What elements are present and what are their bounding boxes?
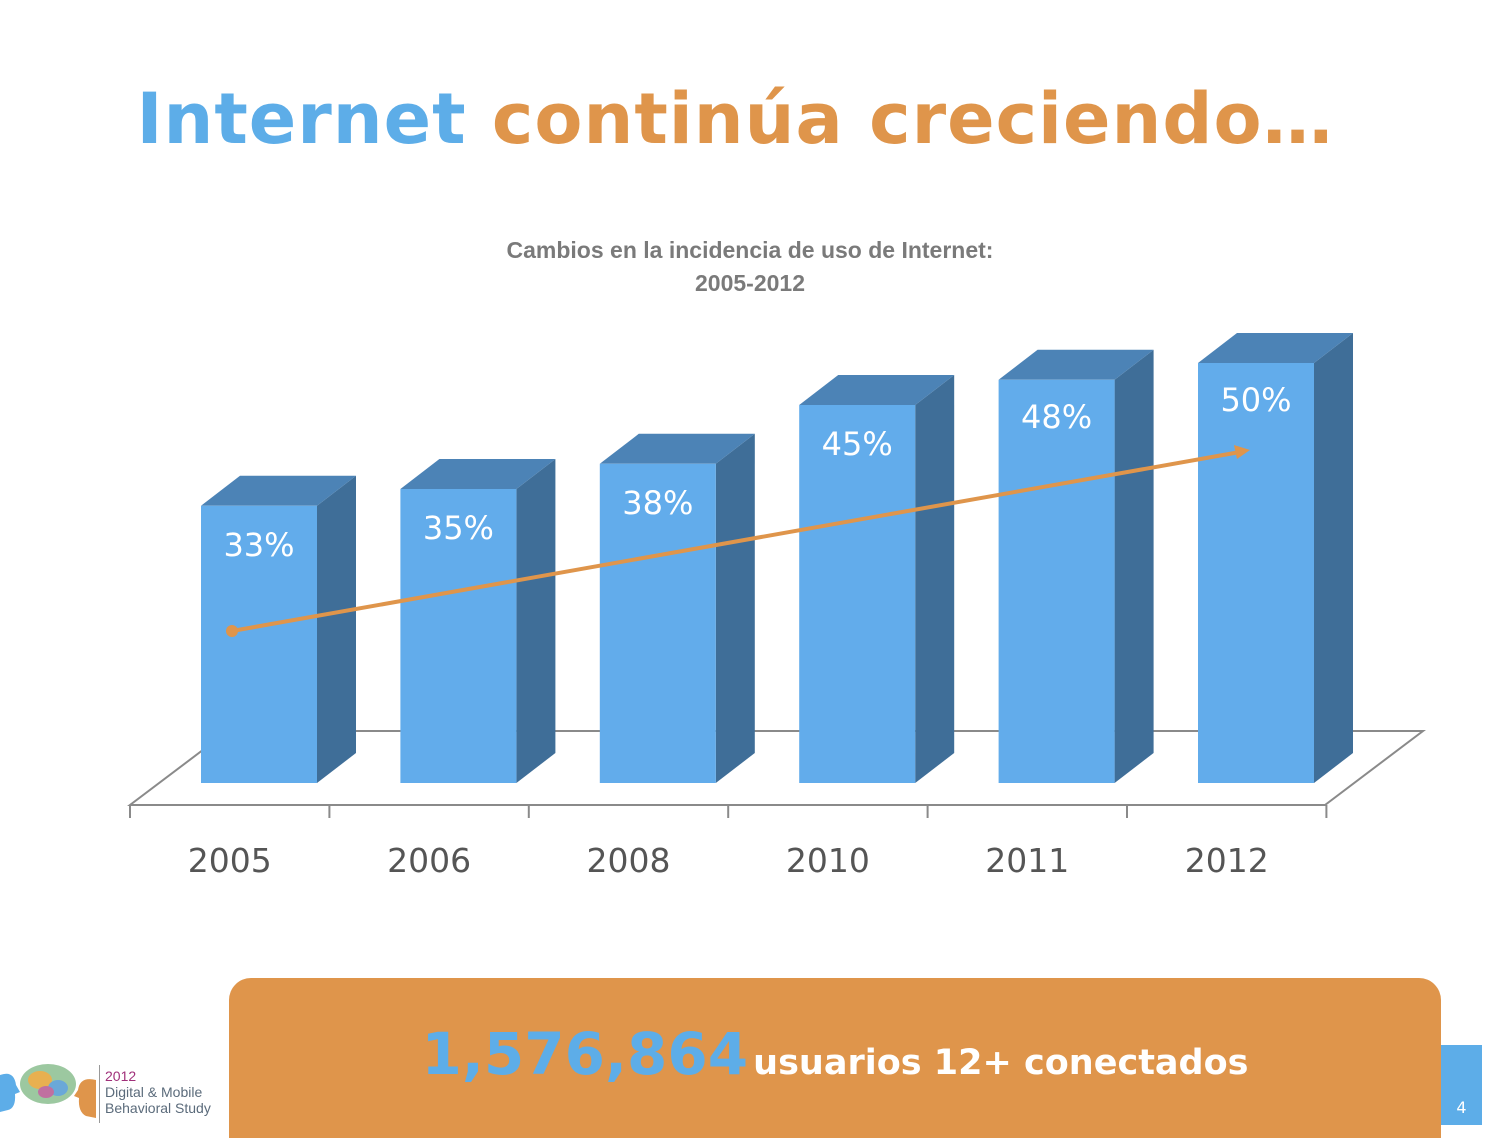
bar-2010 [799,375,955,783]
bar-top [1198,333,1353,363]
bar-top [201,475,356,506]
data-label: 50% [1220,381,1291,419]
bar-side [317,475,356,783]
users-label: usuarios 12+ conectados [753,1043,1249,1083]
chart-title: Cambios en la incidencia de uso de Inter… [0,234,1500,300]
logo-heads-icon [0,1064,96,1118]
bar-front [998,379,1115,783]
bar-top [599,433,755,464]
title-part1: Internet [136,78,467,160]
title-part2: continúa creciendo… [491,78,1334,160]
trend-arrow-icon [1234,445,1250,459]
logo-line1: Digital & Mobile [105,1084,203,1100]
bar-side [1114,349,1154,783]
x-tick-label: 2012 [1185,841,1269,880]
bar-top [799,375,955,405]
bar-front [400,489,517,783]
bar-front [201,505,317,783]
bar-2006 [400,459,556,783]
bar-2012 [1198,333,1353,783]
bar-side [915,375,955,783]
logo-year: 2012 [105,1068,137,1084]
slide-title: Internet continúa creciendo… [0,78,1470,160]
trend-start-marker [226,625,238,637]
bar-front [799,405,916,783]
trend-line [231,450,1241,633]
bar-side [1314,333,1353,783]
users-banner: 1,576,864 usuarios 12+ conectados [229,978,1441,1138]
bar-side [516,459,556,783]
chart-subtitle: 2005-2012 [695,270,805,296]
data-label: 48% [1021,398,1092,436]
data-label: 45% [822,425,893,463]
x-tick-label: 2010 [786,841,870,880]
bar-top [998,349,1154,380]
users-count: 1,576,864 [421,1020,749,1088]
bar-side [715,433,755,783]
x-tick-label: 2006 [387,841,471,880]
bar-front [599,463,716,783]
study-logo: 2012 Digital & Mobile Behavioral Study [0,1060,220,1125]
data-label: 33% [223,526,294,564]
bar-front [1198,363,1314,783]
page-number-tab: 4 [1441,1045,1482,1125]
logo-line2: Behavioral Study [105,1100,211,1116]
data-label: 38% [622,484,693,522]
x-tick-label: 2005 [188,841,272,880]
x-tick-label: 2011 [985,841,1069,880]
bar-2005 [201,475,356,783]
bar-2011 [998,349,1154,783]
bar-top [400,459,556,489]
bar-chart: 33% 2005 35% 2006 38% 2008 45% 2010 48% 2011 50% 20… [127,333,1426,880]
chart-title-line1: Cambios en la incidencia de uso de Inter… [506,237,994,263]
page-number: 4 [1456,1098,1467,1117]
x-tick-label: 2008 [587,841,671,880]
bar-2008 [599,433,755,783]
data-label: 35% [423,509,494,547]
